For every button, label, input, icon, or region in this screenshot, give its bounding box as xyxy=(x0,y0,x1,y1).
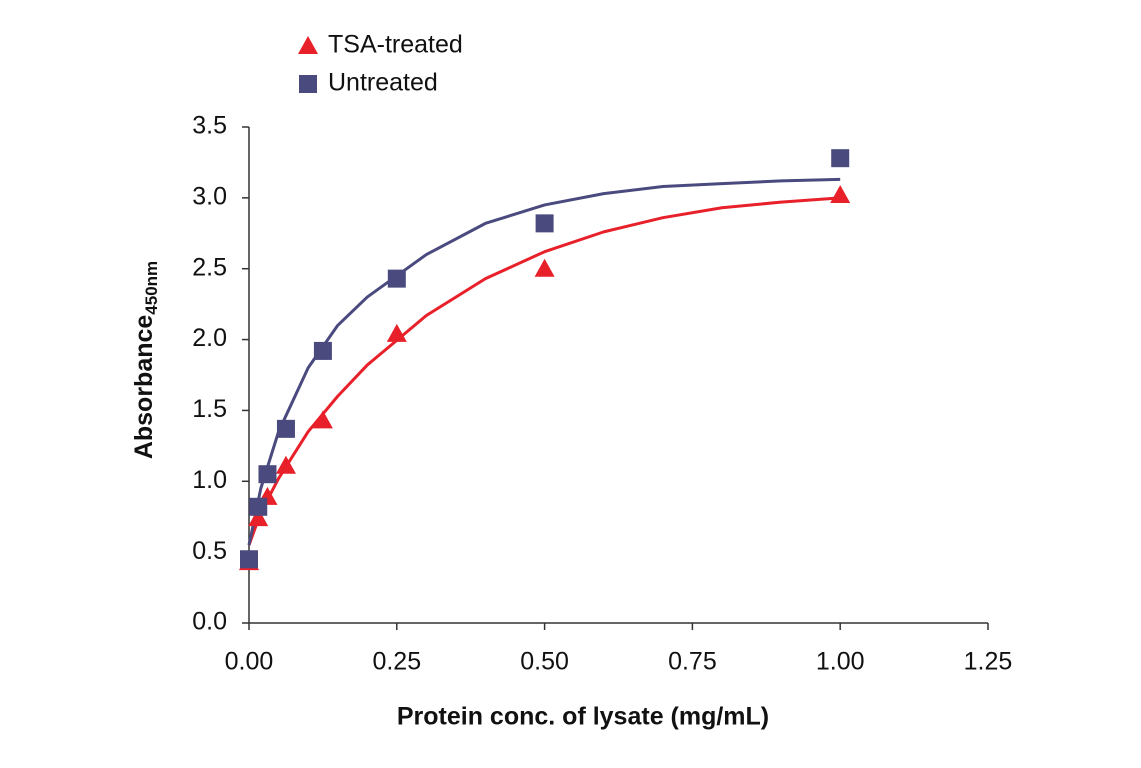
square-marker xyxy=(258,465,277,484)
y-axis-label: Absorbance450nm xyxy=(130,261,162,459)
triangle-marker xyxy=(534,258,555,277)
square-marker xyxy=(299,75,317,93)
y-tick-label: 0.5 xyxy=(192,537,227,565)
legend-label: Untreated xyxy=(328,69,438,97)
square-marker xyxy=(249,497,268,516)
square-marker xyxy=(831,149,850,168)
fit-curve xyxy=(247,177,841,546)
x-tick-label: 0.75 xyxy=(668,648,717,676)
x-axis-label: Protein conc. of lysate (mg/mL) xyxy=(397,703,769,731)
square-marker xyxy=(240,550,258,569)
triangle-marker xyxy=(312,410,333,429)
x-tick-label: 0.50 xyxy=(520,648,569,676)
triangle-marker xyxy=(298,36,318,54)
y-tick-label: 2.5 xyxy=(192,253,227,281)
triangle-marker xyxy=(830,185,851,204)
square-marker xyxy=(276,419,295,438)
y-tick-label: 1.0 xyxy=(192,466,227,494)
y-axis-label-main: Absorbance xyxy=(130,315,158,460)
y-tick-label: 3.5 xyxy=(192,112,227,140)
triangle-marker xyxy=(248,508,269,527)
x-tick-label: 0.00 xyxy=(225,648,274,676)
x-tick-label: 1.00 xyxy=(816,648,865,676)
x-tick-label: 0.25 xyxy=(372,648,421,676)
y-axis-label-sub: 450nm xyxy=(142,261,161,315)
square-marker xyxy=(535,214,554,233)
square-marker xyxy=(387,269,406,288)
x-tick-label: 1.25 xyxy=(964,648,1013,676)
y-tick-label: 3.0 xyxy=(192,182,227,210)
legend-label: TSA-treated xyxy=(328,31,463,59)
fit-curve xyxy=(247,196,841,546)
y-tick-label: 1.5 xyxy=(192,395,227,423)
y-tick-label: 2.0 xyxy=(192,324,227,352)
triangle-marker xyxy=(275,455,296,474)
y-tick-label: 0.0 xyxy=(192,608,227,636)
triangle-marker xyxy=(386,323,407,342)
square-marker xyxy=(313,341,332,360)
